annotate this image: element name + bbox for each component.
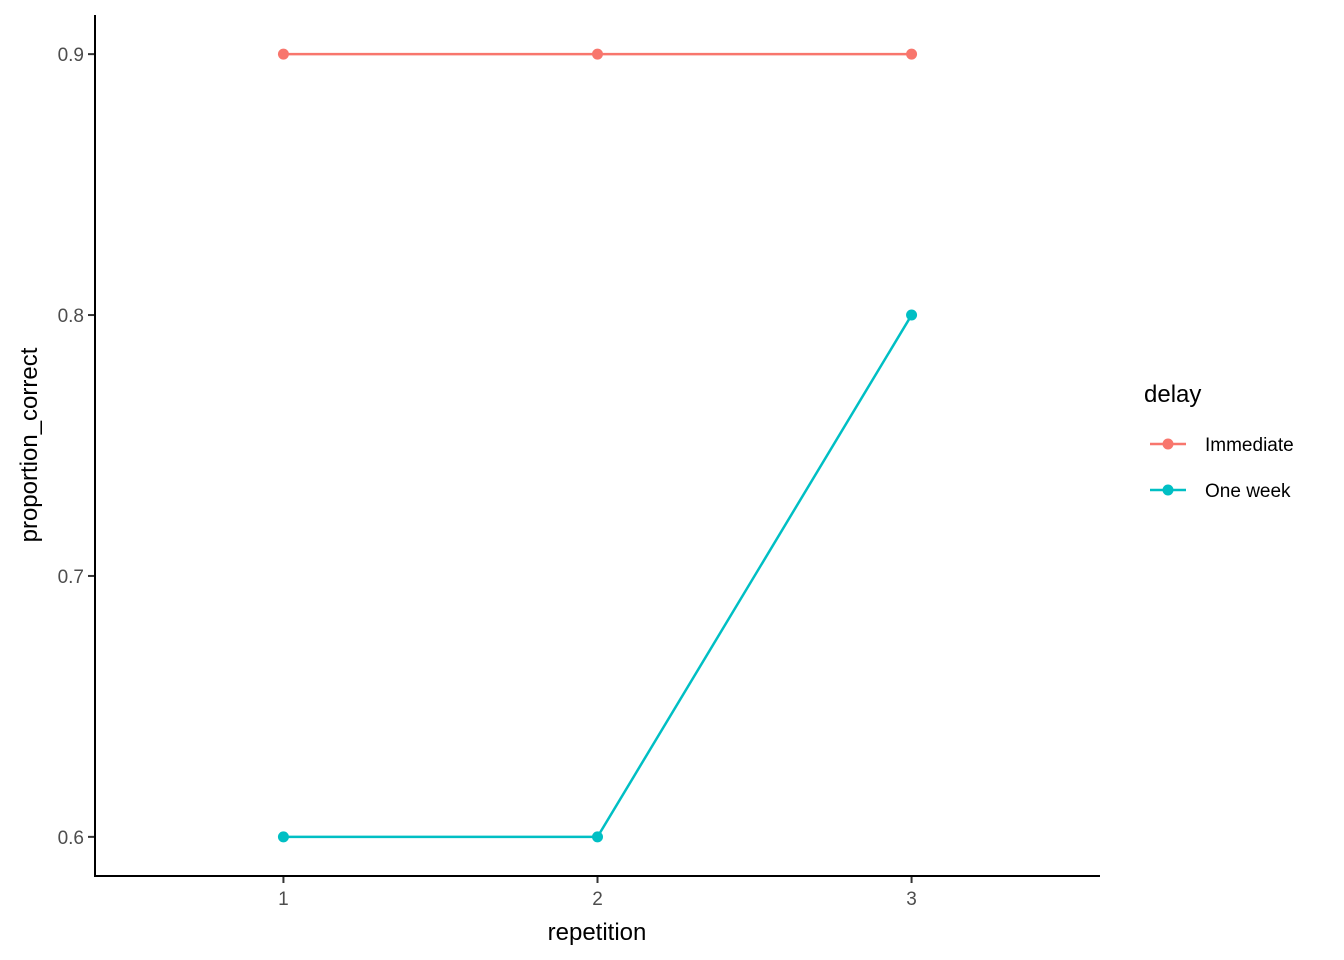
legend-items: Immediate One week [1150,435,1294,502]
legend-title: delay [1144,381,1201,408]
y-axis-title: proportion_correct [16,347,43,542]
y-tick-label: 0.6 [58,828,84,849]
legend: delay Immediate One week [1144,381,1294,502]
data-point-immediate [592,48,603,60]
legend-label-one-week: One week [1205,481,1291,502]
y-tick-label: 0.9 [58,45,84,66]
legend-key-point-one-week [1162,484,1174,496]
y-tick-label: 0.8 [58,306,84,327]
data-point-one-week [906,309,918,321]
legend-label-immediate: Immediate [1205,435,1294,456]
data-point-immediate [277,48,289,60]
x-axis-ticks: 1 2 3 [278,876,917,910]
y-tick-label: 0.7 [58,567,84,588]
legend-key-point-immediate [1162,438,1174,450]
series-line-one-week [283,314,913,839]
x-tick-label: 3 [906,889,917,910]
data-point-one-week [592,831,603,843]
x-tick-label: 1 [278,889,289,910]
y-axis-ticks: 0.6 0.7 0.8 0.9 [58,45,95,849]
series-layer [277,48,918,843]
x-axis-title: repetition [548,919,647,946]
x-tick-label: 2 [592,889,603,910]
data-point-one-week [277,831,289,843]
data-point-immediate [906,48,918,60]
